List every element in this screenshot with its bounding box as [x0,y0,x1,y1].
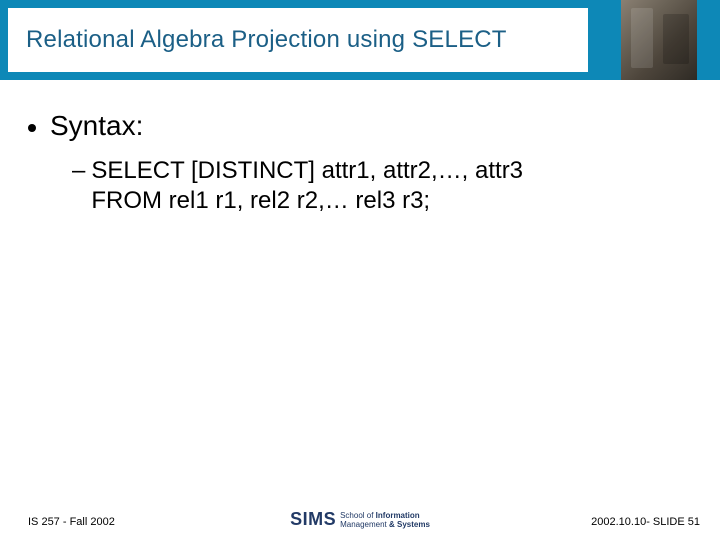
bullet-dot-icon [28,124,36,132]
header-decorative-image [618,0,700,80]
bullet-level2: – SELECT [DISTINCT] attr1, attr2,…, attr… [72,156,692,216]
slide-title: Relational Algebra Projection using SELE… [26,26,507,54]
code-line-2: FROM rel1 r1, rel2 r2,… rel3 r3; [91,187,430,214]
header-band: Relational Algebra Projection using SELE… [0,0,720,80]
slide: Relational Algebra Projection using SELE… [0,0,720,540]
footer-logo: SIMS School of Information Management & … [290,509,430,530]
logo-main-text: SIMS [290,509,336,530]
bullet-level2-text: SELECT [DISTINCT] attr1, attr2,…, attr3 … [91,156,523,216]
bullet-level1-text: Syntax: [50,110,143,142]
header-title-container: Relational Algebra Projection using SELE… [8,8,588,72]
bullet-dash-icon: – [72,156,85,186]
code-line-1: SELECT [DISTINCT] attr1, attr2,…, attr3 [91,157,523,184]
slide-body: Syntax: – SELECT [DISTINCT] attr1, attr2… [28,110,692,216]
bullet-level1: Syntax: [28,110,692,142]
logo-subtext-stack: School of Information Management & Syste… [340,511,430,529]
footer-right-text: 2002.10.10- SLIDE 51 [591,516,700,528]
footer: IS 257 - Fall 2002 SIMS School of Inform… [0,498,720,528]
footer-left-text: IS 257 - Fall 2002 [28,516,115,528]
logo-line2: Management & Systems [340,520,430,529]
logo-line1: School of Information [340,511,430,520]
